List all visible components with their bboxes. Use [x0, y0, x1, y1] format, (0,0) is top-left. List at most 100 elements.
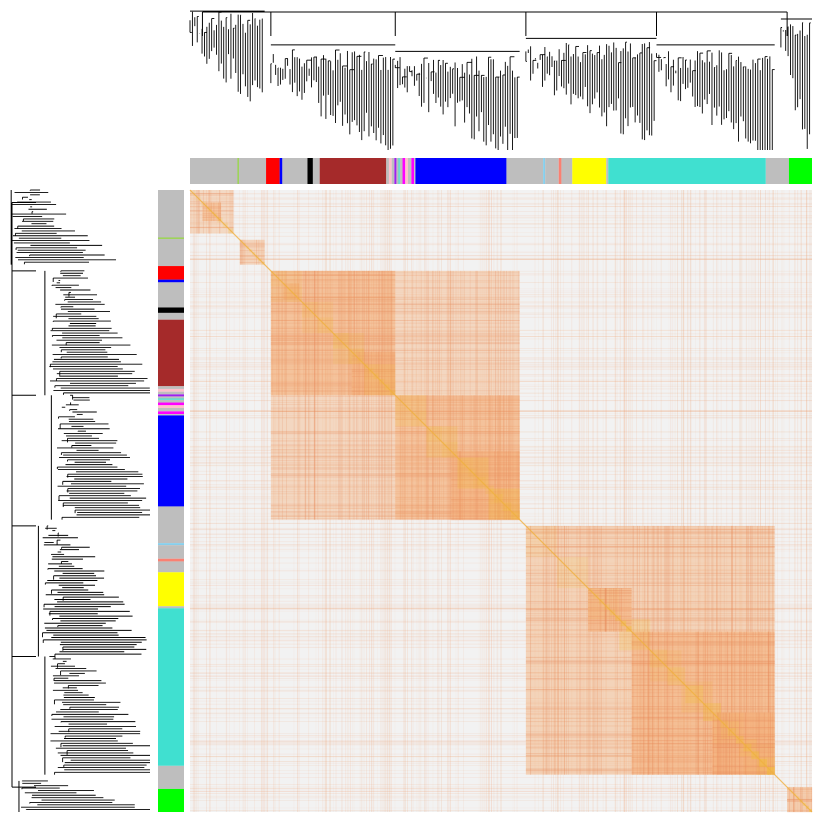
module-segment-left	[158, 398, 184, 400]
cluster-texture-column	[739, 631, 741, 775]
cluster-texture-row	[712, 772, 775, 774]
heatmap-speckle-column	[755, 190, 756, 812]
cluster-texture-column	[190, 190, 192, 234]
cluster-texture-row	[270, 411, 520, 412]
heatmap-speckle-row	[190, 533, 812, 535]
heatmap-speckle-column	[677, 190, 678, 812]
heatmap-speckle-row	[190, 620, 812, 622]
cluster-texture-column	[304, 270, 306, 520]
heatmap-speckle-row	[190, 790, 812, 792]
cluster-texture-row	[525, 620, 775, 621]
cluster-texture-column	[497, 451, 499, 520]
cluster-texture-row	[270, 274, 396, 276]
heatmap-speckle-column	[563, 190, 564, 812]
module-segment-top	[506, 158, 544, 184]
cluster-texture-column	[208, 190, 210, 234]
heatmap-speckle-row	[190, 431, 812, 433]
heatmap-speckle-row	[190, 333, 812, 335]
cluster-texture-row	[712, 747, 775, 749]
cluster-texture-column	[449, 270, 451, 520]
heatmap-speckle-row	[190, 217, 812, 218]
cluster-texture-row	[712, 736, 775, 738]
heatmap-speckle-column	[195, 190, 197, 812]
heatmap-speckle-row	[190, 204, 812, 205]
module-segment-left	[158, 312, 184, 320]
heatmap-speckle-row	[190, 519, 812, 521]
cluster-texture-row	[395, 446, 520, 448]
cluster-texture-column	[426, 270, 428, 520]
heatmap-speckle-row	[190, 335, 812, 337]
heatmap-speckle-row	[190, 220, 812, 222]
cluster-texture-column	[712, 712, 714, 775]
cluster-texture-column	[198, 190, 200, 234]
cluster-texture-row	[631, 685, 775, 686]
cluster-texture-row	[525, 585, 775, 587]
cluster-texture-column	[551, 525, 553, 775]
cluster-texture-row	[525, 581, 775, 583]
heatmap-speckle-row	[190, 788, 812, 790]
heatmap-speckle-column	[642, 190, 644, 812]
cluster-texture-column	[341, 270, 343, 396]
heatmap-speckle-row	[190, 761, 812, 763]
heatmap-speckle-column	[557, 190, 559, 812]
cluster-texture-row	[202, 213, 222, 215]
heatmap-speckle-row	[190, 791, 812, 792]
top-dendrogram	[189, 10, 812, 150]
cluster-texture-column	[741, 631, 742, 775]
cluster-texture-column	[642, 631, 644, 775]
cluster-texture-row	[239, 256, 265, 257]
cluster-texture-row	[631, 749, 775, 750]
module-segment-top	[237, 158, 239, 184]
cluster-texture-row	[270, 390, 396, 392]
cluster-texture-row	[270, 279, 396, 281]
cluster-texture-row	[270, 296, 396, 298]
heatmap-speckle-row	[190, 206, 812, 207]
cluster-texture-column	[354, 270, 355, 396]
heatmap-speckle-column	[629, 190, 631, 812]
cluster-texture-row	[190, 202, 234, 204]
heatmap-speckle-column	[689, 190, 691, 812]
cluster-texture-column	[325, 270, 327, 396]
heatmap-speckle-row	[190, 713, 812, 715]
cluster-texture-row	[451, 519, 520, 521]
cluster-texture-row	[270, 326, 520, 328]
heatmap-speckle-column	[681, 190, 682, 812]
heatmap-speckle-column	[274, 190, 276, 812]
cluster-texture-row	[270, 474, 520, 475]
cluster-texture-row	[525, 555, 775, 557]
cluster-texture-row	[270, 296, 396, 298]
heatmap-speckle-row	[190, 291, 812, 293]
heatmap-speckle-row	[190, 810, 812, 812]
cluster-texture-row	[631, 642, 775, 644]
heatmap-speckle-column	[407, 190, 408, 812]
cluster-texture-column	[293, 270, 295, 520]
heatmap-speckle-row	[190, 607, 812, 609]
cluster-texture-column	[390, 270, 392, 520]
heatmap-speckle-row	[190, 417, 812, 418]
cluster-texture-column	[393, 351, 395, 396]
heatmap-speckle-column	[660, 190, 662, 812]
cluster-texture-row	[270, 450, 520, 452]
left-module-color-bar	[158, 190, 184, 812]
heatmap-speckle-row	[190, 708, 812, 709]
heatmap-speckle-row	[190, 585, 812, 586]
cluster-texture-column	[364, 351, 366, 396]
cluster-texture-column	[378, 270, 380, 520]
heatmap-speckle-column	[382, 190, 384, 812]
heatmap-speckle-column	[571, 190, 573, 812]
heatmap-speckle-row	[190, 740, 812, 742]
heatmap-diagonal	[189, 189, 813, 813]
cluster-texture-row	[395, 435, 520, 437]
heatmap-speckle-row	[190, 271, 812, 273]
cluster-texture-row	[631, 679, 775, 681]
cluster-texture-row	[588, 607, 632, 608]
heatmap-speckle-row	[190, 700, 812, 702]
module-segment-top	[405, 158, 408, 184]
heatmap-speckle-row	[190, 562, 812, 563]
cluster-texture-column	[512, 270, 514, 520]
cluster-texture-row	[270, 342, 520, 344]
cluster-texture-column	[458, 451, 460, 520]
heatmap-speckle-column	[605, 190, 606, 812]
heatmap-speckle-row	[190, 741, 812, 743]
cluster-texture-row	[270, 476, 520, 478]
